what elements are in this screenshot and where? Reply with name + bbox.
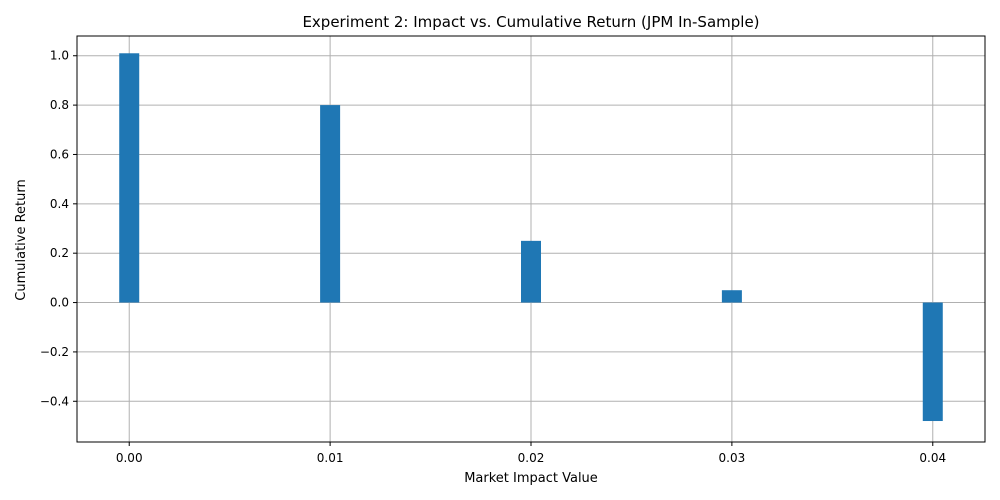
- x-tick-label: 0.01: [317, 451, 344, 465]
- bar-0.04: [922, 302, 943, 422]
- y-tick-label: −0.2: [40, 345, 69, 359]
- y-tick-label: 0.4: [50, 197, 69, 211]
- bar-0.00: [119, 53, 140, 303]
- y-tick-label: 0.8: [50, 98, 69, 112]
- bar-0.03: [721, 290, 742, 303]
- y-tick-label: −0.4: [40, 394, 69, 408]
- bar-0.01: [320, 105, 341, 303]
- bar-0.02: [521, 240, 541, 303]
- x-tick-label: 0.03: [719, 451, 746, 465]
- y-tick-label: 0.6: [50, 147, 69, 161]
- grid: [77, 36, 985, 442]
- x-axis-label: Market Impact Value: [464, 471, 598, 486]
- ticks: 1.0 0.8 0.6 0.4 0.2 0.0 −0.2 −0.4 0.00 0.01 0.02 0.…: [40, 49, 946, 465]
- y-tick-label: 0.2: [50, 246, 69, 260]
- x-tick-label: 0.02: [518, 451, 545, 465]
- y-axis-label: Cumulative Return: [14, 179, 29, 300]
- x-tick-label: 0.00: [116, 451, 143, 465]
- chart-title: Experiment 2: Impact vs. Cumulative Retu…: [302, 13, 759, 31]
- bars: [119, 53, 943, 422]
- x-tick-label: 0.04: [919, 451, 946, 465]
- y-tick-label: 0.0: [50, 296, 69, 310]
- y-tick-label: 1.0: [50, 49, 69, 63]
